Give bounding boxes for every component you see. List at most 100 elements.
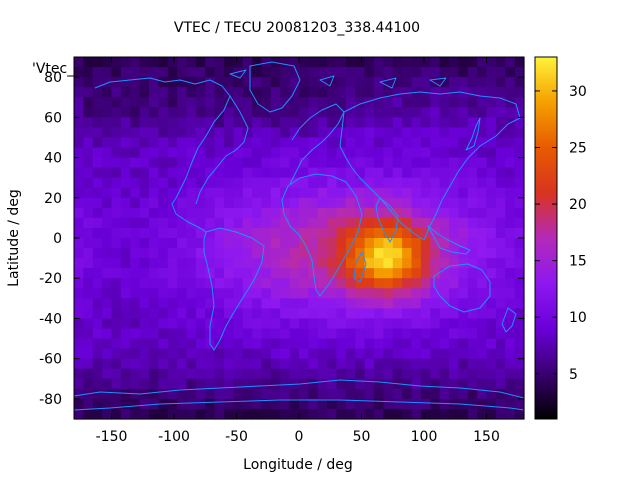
heatmap-cell	[402, 177, 413, 189]
heatmap-cell	[374, 268, 384, 279]
heatmap-cell	[167, 57, 178, 68]
heatmap-cell	[495, 207, 506, 219]
heatmap-cell	[467, 177, 478, 189]
heatmap-cell	[477, 308, 488, 320]
heatmap-cell	[92, 288, 103, 299]
heatmap-cell	[392, 288, 403, 299]
heatmap-cell	[420, 177, 431, 189]
heatmap-cell	[355, 147, 366, 159]
heatmap-cell	[514, 388, 525, 400]
heatmap-cell	[299, 137, 309, 149]
heatmap-cell	[486, 298, 497, 309]
heatmap-cell	[224, 288, 234, 299]
heatmap-cell	[74, 77, 84, 88]
heatmap-cell	[420, 298, 431, 309]
heatmap-cell	[242, 147, 253, 159]
heatmap-cell	[186, 147, 197, 159]
heatmap-cell	[364, 167, 375, 179]
heatmap-cell	[289, 197, 300, 209]
heatmap-cell	[439, 147, 450, 159]
heatmap-cell	[477, 117, 488, 128]
heatmap-cell	[374, 227, 384, 239]
heatmap-cell	[102, 107, 113, 118]
heatmap-cell	[149, 127, 159, 139]
heatmap-cell	[195, 248, 206, 259]
heatmap-cell	[177, 288, 188, 299]
heatmap-cell	[102, 127, 113, 139]
heatmap-cell	[205, 117, 216, 128]
heatmap-cell	[139, 97, 150, 108]
heatmap-cell	[355, 238, 366, 249]
heatmap-cell	[505, 107, 516, 118]
heatmap-cell	[374, 248, 384, 259]
heatmap-cell	[420, 338, 431, 350]
heatmap-cell	[130, 177, 141, 189]
heatmap-cell	[458, 187, 469, 199]
heatmap-cell	[345, 308, 356, 320]
heatmap-cell	[252, 318, 263, 330]
heatmap-cell	[345, 107, 356, 118]
heatmap-cell	[439, 318, 450, 330]
heatmap-cell	[477, 227, 488, 239]
heatmap-cell	[195, 268, 206, 279]
heatmap-cell	[420, 258, 431, 269]
heatmap-cell	[383, 318, 394, 330]
heatmap-cell	[486, 177, 497, 189]
heatmap-cell	[383, 137, 394, 149]
heatmap-cell	[299, 378, 309, 390]
heatmap-cell	[430, 278, 441, 289]
heatmap-cell	[139, 57, 150, 68]
heatmap-cell	[149, 248, 159, 259]
heatmap-cell	[242, 408, 253, 420]
heatmap-cell	[158, 197, 169, 209]
heatmap-cell	[233, 57, 244, 68]
heatmap-cell	[327, 238, 338, 249]
heatmap-cell	[195, 378, 206, 390]
heatmap-cell	[383, 57, 394, 68]
heatmap-cell	[74, 258, 84, 269]
heatmap-cell	[224, 227, 234, 239]
heatmap-cell	[392, 388, 403, 400]
heatmap-cell	[345, 288, 356, 299]
coastline-overlay	[73, 61, 525, 411]
heatmap-cell	[205, 258, 216, 269]
heatmap-cell	[92, 258, 103, 269]
heatmap-cell	[158, 77, 169, 88]
heatmap-cell	[158, 378, 169, 390]
heatmap-cell	[514, 187, 525, 199]
heatmap-cell	[374, 338, 384, 350]
heatmap-cell	[420, 368, 431, 380]
heatmap-cell	[383, 197, 394, 209]
heatmap-cell	[289, 258, 300, 269]
heatmap-cell	[280, 368, 291, 380]
heatmap-cell	[336, 157, 347, 169]
heatmap-cell	[224, 308, 234, 320]
heatmap-cell	[120, 127, 131, 139]
heatmap-cell	[242, 127, 253, 139]
heatmap-cell	[336, 358, 347, 370]
heatmap-cell	[261, 368, 272, 380]
heatmap-cell	[74, 197, 84, 209]
heatmap-cell	[336, 207, 347, 219]
y-tick-label: 40	[44, 151, 62, 167]
heatmap-cell	[439, 97, 450, 108]
heatmap-cell	[374, 358, 384, 370]
heatmap-cell	[261, 197, 272, 209]
heatmap-cell	[120, 217, 131, 229]
heatmap-cell	[467, 227, 478, 239]
heatmap-cell	[374, 398, 384, 410]
heatmap-cell	[158, 127, 169, 139]
heatmap-cell	[299, 368, 309, 380]
heatmap-cell	[186, 67, 197, 78]
heatmap-cell	[289, 358, 300, 370]
heatmap-cell	[514, 258, 525, 269]
heatmap-cell	[289, 328, 300, 340]
heatmap-cell	[270, 147, 281, 159]
heatmap-cell	[74, 308, 84, 320]
heatmap-cell	[308, 388, 319, 400]
heatmap-cell	[167, 378, 178, 390]
heatmap-cell	[439, 187, 450, 199]
heatmap-cell	[439, 338, 450, 350]
heatmap-cell	[495, 127, 506, 139]
heatmap-cell	[233, 107, 244, 118]
